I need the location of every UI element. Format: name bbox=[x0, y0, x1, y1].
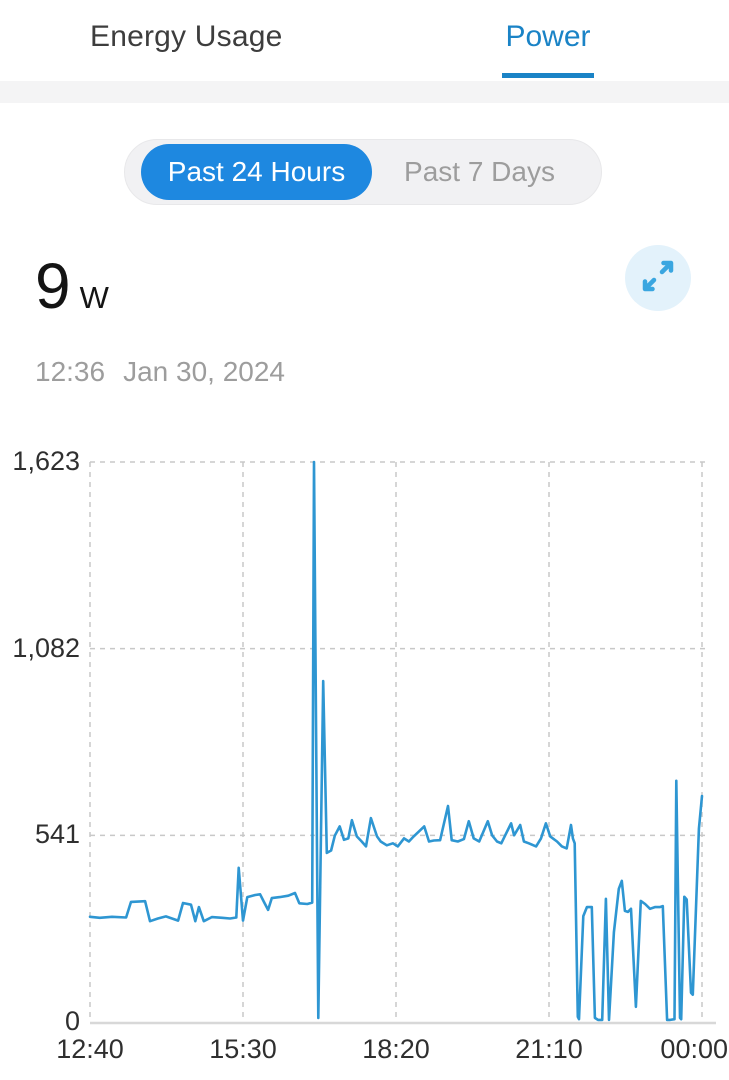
x-tick-label: 12:40 bbox=[56, 1034, 124, 1064]
reading-timestamp: 12:36 Jan 30, 2024 bbox=[35, 356, 285, 388]
current-power-reading: 9 W bbox=[35, 254, 109, 318]
y-tick-label: 1,623 bbox=[12, 446, 80, 476]
y-tick-label: 1,082 bbox=[12, 632, 80, 663]
y-tick-label: 541 bbox=[34, 819, 80, 850]
x-tick-label: 15:30 bbox=[209, 1034, 277, 1064]
reading-date: Jan 30, 2024 bbox=[123, 356, 285, 387]
header: Energy Usage Power bbox=[0, 0, 729, 81]
x-tick-label: 00:00 bbox=[660, 1034, 728, 1064]
toggle-past-24-hours[interactable]: Past 24 Hours bbox=[141, 144, 372, 200]
header-divider-band bbox=[0, 81, 729, 103]
chart-canvas bbox=[88, 460, 716, 1025]
time-range-toggle: Past 24 Hours Past 7 Days bbox=[124, 139, 602, 205]
toggle-past-7-days[interactable]: Past 7 Days bbox=[404, 156, 555, 187]
power-series-line bbox=[88, 460, 704, 1022]
y-tick-label: 0 bbox=[64, 1006, 80, 1036]
power-value: 9 bbox=[35, 250, 71, 322]
reading-time: 12:36 bbox=[35, 356, 106, 387]
page-title: Energy Usage bbox=[90, 20, 283, 53]
expand-arrows-icon bbox=[625, 243, 691, 314]
power-unit: W bbox=[79, 280, 109, 315]
expand-chart-button[interactable] bbox=[625, 245, 691, 311]
x-tick-label: 21:10 bbox=[515, 1034, 583, 1064]
power-line-chart[interactable]: 0 541 1,082 1,623 12:40 15:30 18:20 21:10 00:00 bbox=[0, 430, 729, 1080]
active-tab-underline bbox=[502, 73, 594, 78]
x-tick-label: 18:20 bbox=[362, 1034, 430, 1064]
tab-power[interactable]: Power bbox=[505, 20, 591, 53]
